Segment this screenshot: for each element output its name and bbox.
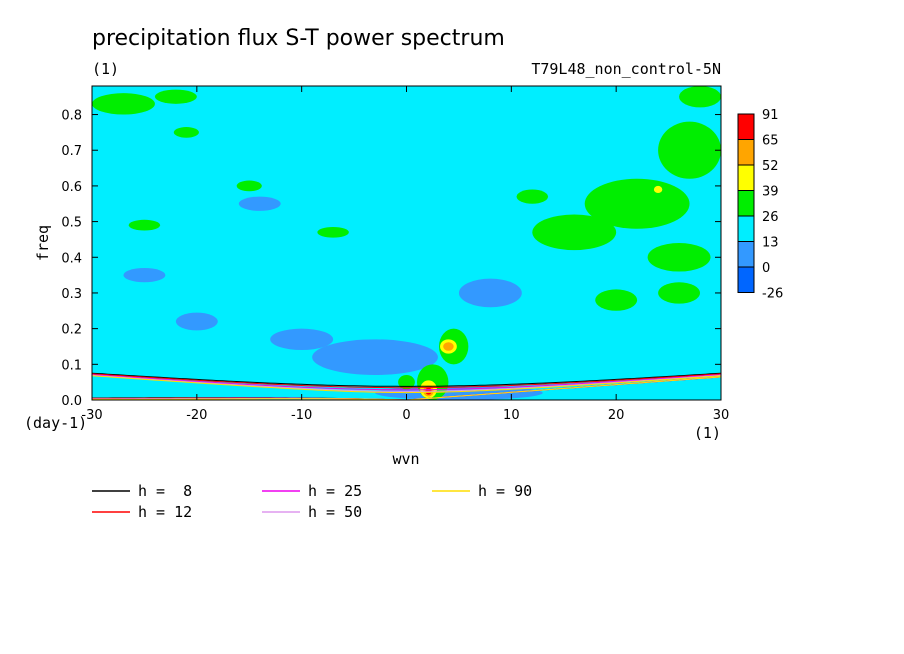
dispersion-curve (92, 375, 721, 394)
contour-region (458, 278, 522, 308)
contour-region (128, 219, 161, 231)
y-tick-label: 0.5 (61, 216, 82, 231)
colorbar-swatch (737, 190, 755, 217)
contour-region (584, 178, 690, 229)
x-tick-label: -30 (81, 408, 102, 423)
contour-region (443, 342, 454, 351)
colorbar-label: 39 (762, 185, 779, 200)
y-axis: 0.0 0.1 0.2 0.3 0.4 0.5 0.6 0.7 0.8 (61, 109, 721, 409)
chart-title: precipitation flux S-T power spectrum (92, 26, 505, 51)
x-axis-unit: (1) (694, 424, 721, 442)
colorbar-label: -26 (762, 287, 783, 302)
contour-region (92, 93, 155, 115)
y-tick-label: 0.2 (61, 323, 82, 338)
contour-region (595, 289, 638, 311)
contour-region (154, 89, 197, 104)
dispersion-curve (406, 376, 721, 400)
colorbar-swatch (737, 241, 755, 268)
dispersion-curve (92, 372, 721, 387)
colorbar-label: 91 (762, 108, 779, 123)
legend-label: h = 12 (138, 503, 192, 521)
contour-region (653, 185, 663, 194)
chart-subtitle-right: T79L48_non_control-5N (531, 60, 721, 78)
legend-label: h = 8 (138, 482, 192, 500)
y-tick-label: 0.3 (61, 287, 82, 302)
plot-area (92, 86, 721, 400)
y-tick-label: 0.0 (61, 394, 82, 409)
x-axis-label: wvn (392, 450, 419, 468)
contour-region (236, 180, 262, 192)
colorbar-swatch (737, 266, 755, 293)
x-tick-label: 0 (402, 408, 410, 423)
y-tick-label: 0.4 (61, 251, 82, 266)
colorbar-swatch (737, 113, 755, 140)
legend-label: h = 25 (308, 482, 362, 500)
y-tick-label: 0.6 (61, 180, 82, 195)
colorbar-label: 0 (762, 261, 770, 276)
contour-region (123, 267, 166, 283)
contour-region (658, 121, 721, 179)
y-tick-label: 0.8 (61, 109, 82, 124)
legend-label: h = 90 (478, 482, 532, 500)
contour-region (317, 226, 349, 238)
contour-region (516, 189, 549, 204)
colorbar-label: 26 (762, 210, 779, 225)
x-tick-label: -20 (186, 408, 207, 423)
dispersion-curve (92, 374, 721, 391)
contour-region (238, 196, 281, 211)
contour-region (173, 127, 199, 138)
colorbar-swatch (737, 164, 755, 191)
x-tick-label: 20 (608, 408, 625, 423)
colorbar-label: 65 (762, 134, 779, 149)
contour-region (270, 328, 334, 351)
dispersion-curves (92, 372, 721, 400)
x-tick-label: 10 (503, 408, 520, 423)
y-axis-unit: (day-1) (24, 414, 87, 432)
legend: h = 8 h = 12 h = 25 h = 50 h = 90 (92, 482, 532, 521)
colorbar-label: 13 (762, 236, 779, 251)
legend-label: h = 50 (308, 503, 362, 521)
contour-region (398, 375, 415, 390)
chart-subtitle-left: (1) (92, 60, 119, 78)
dispersion-curve (92, 398, 407, 400)
x-tick-label: 30 (713, 408, 730, 423)
contour-region (312, 339, 438, 376)
colorbar-swatch (737, 215, 755, 242)
y-axis-label: freq (34, 225, 52, 261)
dispersion-curve (92, 374, 721, 392)
contour-region (532, 214, 617, 251)
contour-region (647, 243, 711, 272)
x-tick-label: -10 (291, 408, 312, 423)
colorbar: 91 65 52 39 26 13 0 -26 (737, 108, 783, 302)
colorbar-swatch (737, 139, 755, 166)
contour-region (679, 86, 721, 108)
contour-region (658, 282, 701, 304)
y-tick-label: 0.7 (61, 144, 82, 159)
contour-region (175, 312, 218, 331)
dispersion-curve (92, 373, 721, 389)
colorbar-label: 52 (762, 159, 779, 174)
y-tick-label: 0.1 (61, 358, 82, 373)
x-axis: -30 -20 -10 0 10 20 30 (81, 86, 729, 423)
